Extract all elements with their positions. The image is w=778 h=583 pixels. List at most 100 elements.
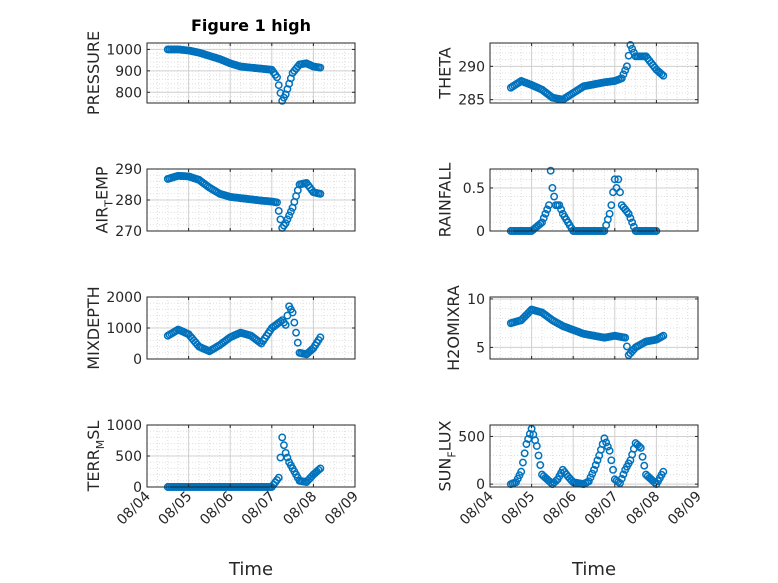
y-axis-label: MIXDEPTH [84,286,103,369]
data-point [316,333,325,342]
data-markers [163,171,325,232]
data-point [590,465,598,474]
data-point [610,175,619,184]
data-point [255,338,264,347]
data-point [518,458,527,467]
data-point [273,198,281,207]
y-tick-label: 270 [115,224,142,240]
data-point [539,214,548,223]
x-tick-label: 08/05 [156,489,196,529]
data-point [283,453,292,462]
x-tick-label: 08/04 [457,488,497,528]
data-point [279,441,288,450]
data-point [546,166,555,175]
y-tick-label: 500 [458,429,485,445]
y-tick-label: 500 [115,449,142,465]
minor-grid [490,43,698,103]
data-point [616,188,624,197]
x-tick-label: 08/06 [197,488,237,528]
data-point [532,442,541,450]
data-point [659,71,668,80]
data-point [617,74,626,83]
axes-box [489,42,699,104]
data-point [607,201,616,210]
data-markers [163,45,325,105]
data-point [636,443,645,452]
data-point [614,175,623,184]
data-point [543,205,552,214]
axes-box [489,424,699,488]
y-axis-label: RAINFALL [436,163,455,238]
data-point [274,207,283,215]
y-tick-label: 280 [115,193,142,209]
data-point [557,205,566,214]
data-point [591,461,600,470]
data-point [285,211,294,220]
y-tick-label: 290 [458,59,485,75]
data-point [640,461,649,470]
data-point [274,81,283,90]
data-point [273,73,281,82]
axes-box [146,42,356,104]
data-point [626,41,635,49]
data-point [635,442,644,451]
data-point [292,328,301,337]
data-point [605,446,614,455]
data-point [628,44,637,53]
data-point [538,218,546,227]
data-point [288,308,297,317]
data-point [281,320,290,329]
data-point [316,464,325,473]
data-point [621,66,630,75]
x-axis-label: Time [228,559,273,580]
chart-title: Figure 1 high [191,16,311,35]
data-markers [163,302,325,359]
y-tick-label: 10 [467,292,485,308]
x-axis-label: Time [571,559,616,580]
data-point [626,214,635,223]
data-point [283,215,292,224]
data-point [293,338,302,347]
y-tick-label: 285 [458,93,485,109]
y-axis-label: AIRTEMP [93,166,116,233]
data-point [550,192,559,201]
data-point [520,449,529,458]
data-point [659,467,668,476]
data-point [616,479,624,488]
y-tick-label: 1000 [106,418,142,434]
x-tick-label: 08/05 [499,489,539,529]
data-point [290,318,299,327]
y-axis-label: TERRMSL [84,421,107,493]
x-tick-label: 08/08 [280,489,320,529]
x-tick-label: 08/07 [582,489,622,529]
y-axis-label: THETA [436,47,455,99]
minor-grid [490,297,698,359]
y-tick-label: 800 [115,85,142,101]
data-point [603,442,612,451]
data-point [657,70,666,79]
data-point [619,470,628,479]
data-point [286,207,295,216]
y-tick-label: 0 [476,224,485,240]
data-point [536,461,545,470]
y-tick-label: 1000 [106,42,142,58]
data-point [316,63,325,72]
subplot-4: 0 0.5 RAINFALL [436,163,699,240]
data-point [281,448,290,457]
data-point [622,342,631,351]
data-point [628,218,637,227]
data-point [316,189,325,198]
data-point [534,451,543,460]
y-tick-label: 1000 [106,321,142,337]
data-markers [506,41,668,104]
y-tick-label: 290 [115,162,142,178]
data-point [600,434,609,443]
data-point [586,473,595,482]
data-point [548,183,557,192]
data-point [314,466,323,474]
